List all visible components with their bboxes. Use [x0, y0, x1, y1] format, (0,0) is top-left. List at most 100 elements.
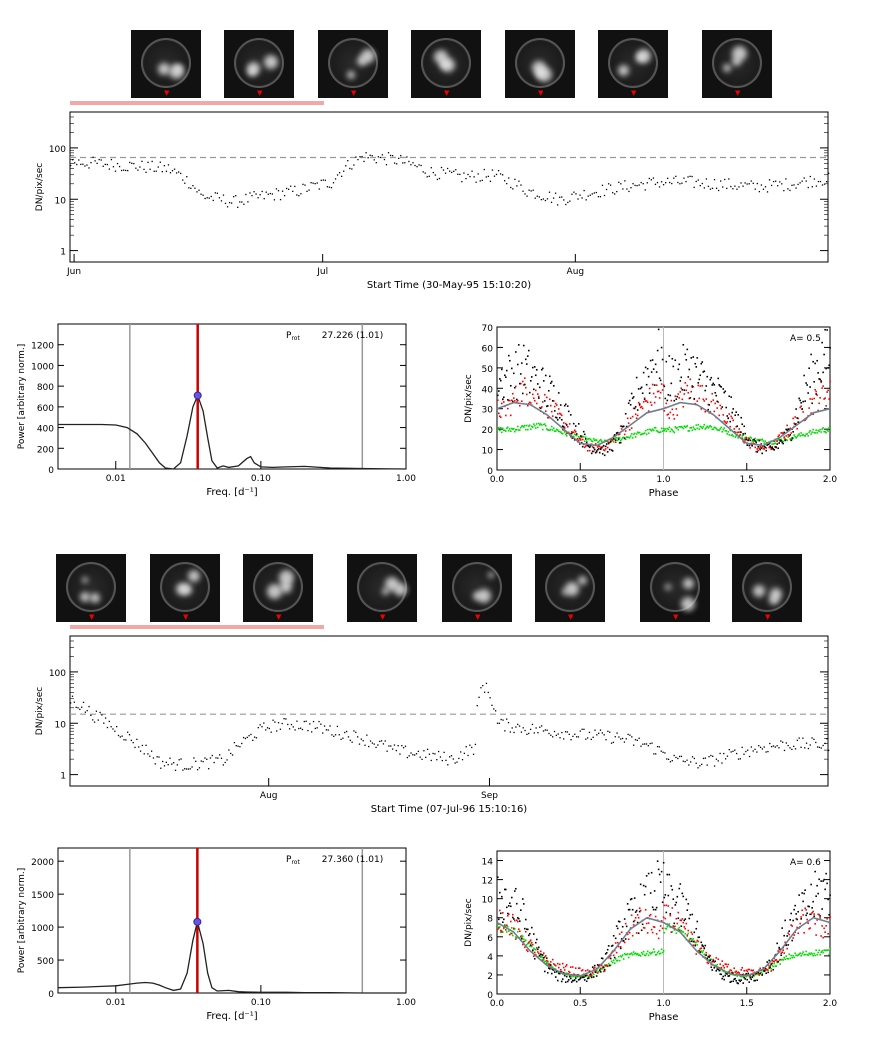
- data-point: [556, 413, 559, 415]
- data-point: [728, 178, 730, 180]
- data-point: [101, 714, 103, 716]
- data-point: [669, 761, 672, 763]
- top-solar-image: ▼: [702, 30, 772, 98]
- data-point: [708, 404, 711, 406]
- data-point: [803, 374, 805, 377]
- data-point: [123, 739, 125, 741]
- data-point: [715, 187, 718, 189]
- data-point: [521, 380, 524, 383]
- data-point: [662, 184, 665, 186]
- data-point: [434, 174, 437, 176]
- data-point: [635, 376, 638, 379]
- data-point: [163, 165, 166, 167]
- data-point: [551, 966, 554, 969]
- x-tick-label: 1.00: [396, 998, 416, 1008]
- data-point: [590, 976, 593, 979]
- data-point: [598, 445, 601, 448]
- data-point: [691, 933, 694, 935]
- x-tick-label: Jun: [66, 267, 81, 277]
- data-point: [161, 170, 163, 173]
- data-point: [718, 969, 721, 972]
- data-point: [678, 887, 681, 890]
- data-point: [799, 182, 801, 184]
- data-point: [692, 938, 695, 940]
- data-point: [455, 169, 457, 171]
- data-point: [825, 925, 827, 927]
- data-point: [548, 191, 551, 193]
- data-point: [723, 966, 726, 969]
- data-point: [591, 193, 593, 195]
- data-point: [609, 954, 612, 957]
- data-point: [651, 951, 654, 953]
- data-point: [736, 431, 739, 434]
- data-point: [702, 371, 705, 373]
- data-point: [796, 739, 799, 741]
- data-point: [584, 438, 587, 440]
- data-point: [585, 441, 588, 444]
- data-point: [676, 395, 679, 398]
- data-point: [681, 930, 684, 933]
- data-point: [709, 958, 712, 960]
- data-point: [689, 175, 691, 178]
- data-point: [793, 934, 795, 936]
- data-point: [728, 970, 731, 973]
- data-point: [570, 432, 573, 435]
- data-point: [588, 731, 591, 734]
- data-point: [826, 429, 828, 431]
- data-point: [82, 701, 85, 704]
- data-point: [740, 969, 743, 971]
- data-point: [439, 756, 442, 758]
- data-point: [703, 947, 706, 950]
- data-point: [196, 769, 199, 771]
- data-point: [674, 395, 677, 398]
- data-point: [545, 959, 548, 962]
- data-point: [690, 390, 693, 393]
- data-point: [822, 427, 824, 429]
- data-point: [816, 432, 818, 434]
- active-region: [248, 68, 256, 76]
- data-point: [622, 940, 625, 942]
- data-point: [777, 435, 779, 438]
- data-point: [681, 426, 684, 429]
- data-point: [611, 439, 614, 441]
- data-point: [647, 410, 650, 412]
- data-point: [512, 427, 515, 430]
- data-point: [506, 426, 509, 429]
- data-point: [685, 922, 688, 925]
- data-point: [160, 767, 162, 769]
- data-point: [686, 909, 689, 911]
- data-point: [793, 745, 795, 748]
- data-point: [154, 763, 156, 765]
- data-point: [599, 968, 602, 971]
- data-point: [147, 161, 149, 163]
- data-point: [504, 730, 506, 732]
- data-point: [631, 437, 634, 439]
- data-point: [828, 913, 830, 916]
- data-point: [714, 960, 717, 963]
- data-point: [772, 965, 774, 968]
- data-point: [705, 426, 708, 429]
- data-point: [632, 744, 635, 746]
- data-point: [277, 722, 280, 724]
- data-point: [76, 163, 78, 166]
- data-point: [152, 757, 155, 759]
- data-point: [703, 953, 706, 956]
- period-subscript: rot: [291, 859, 300, 866]
- data-point: [552, 963, 555, 965]
- data-point: [597, 441, 600, 443]
- data-point: [594, 439, 597, 441]
- data-point: [561, 962, 564, 965]
- data-point: [697, 384, 700, 387]
- data-point: [625, 925, 628, 928]
- data-point: [616, 941, 619, 944]
- data-point: [443, 751, 445, 754]
- data-point: [809, 398, 811, 400]
- data-point: [696, 939, 699, 942]
- data-point: [630, 952, 633, 954]
- data-point: [331, 734, 333, 736]
- data-point: [516, 363, 519, 366]
- data-point: [673, 925, 676, 928]
- top-solar-image: ▼: [131, 30, 201, 98]
- data-point: [628, 428, 631, 431]
- data-point: [649, 892, 652, 894]
